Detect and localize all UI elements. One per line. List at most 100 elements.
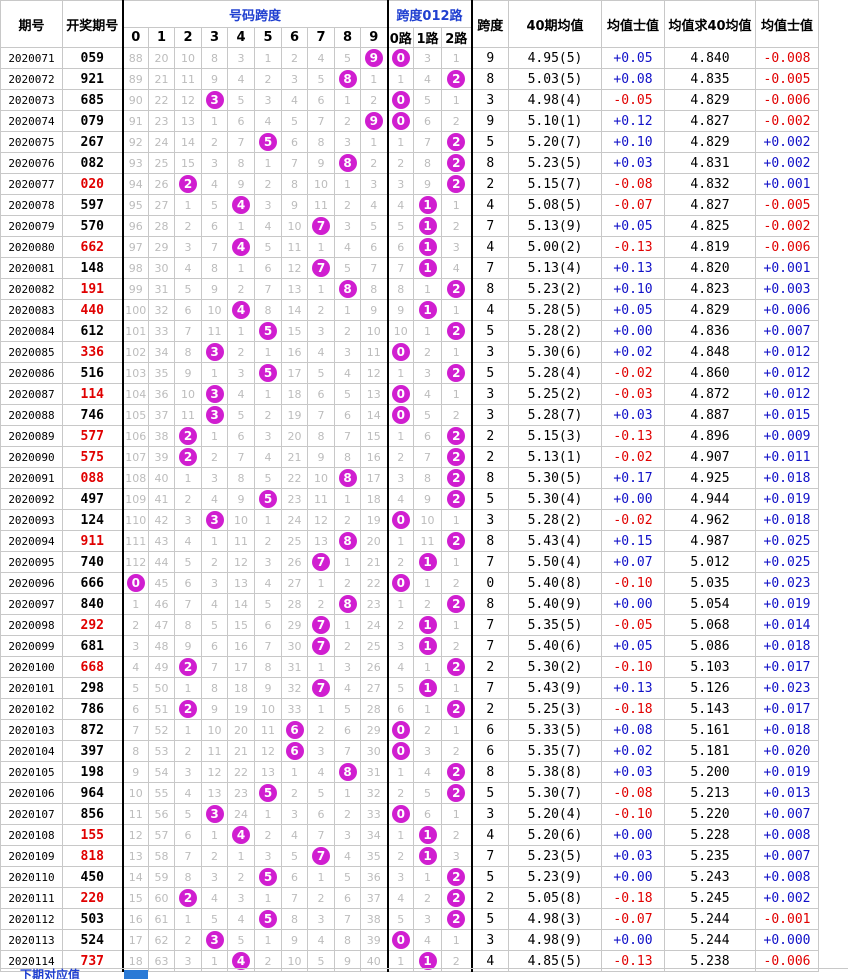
digit-span-cell: 24 <box>360 614 388 636</box>
deviation-cell: +0.08 <box>601 719 665 741</box>
digit-span-cell: 21 <box>281 446 308 468</box>
digit-span-cell: 4 <box>281 824 308 846</box>
route-cell: 10 <box>386 320 414 342</box>
draw-number-cell: 516 <box>62 362 123 384</box>
table-row: 2020076 082 93 25 15 3 8 1 7 9 8 2 2 8 2 8 5.23(5) +0.03 4… <box>0 152 819 174</box>
digit-span-cell: 9 <box>281 194 308 216</box>
hit-ball: 0 <box>391 511 410 529</box>
digit-span-cell: 9 <box>174 635 202 657</box>
digit-span-cell: 3 <box>201 152 228 174</box>
table-row: 2020075 267 92 24 14 2 7 5 6 8 3 1 1 7 2 5 5.20(7) +0.10 4… <box>0 131 819 153</box>
digit-span-cell: 5 <box>360 215 388 237</box>
digit-span-cell: 10 <box>360 320 388 342</box>
digit-span-cell: 3 <box>281 68 308 90</box>
digit-span-cell: 15 <box>174 152 202 174</box>
digit-span-cell: 5 <box>227 89 255 111</box>
digit-span-cell: 5 <box>307 782 335 804</box>
hit-ball: 7 <box>312 679 330 697</box>
table-row: 2020093 124 110 42 3 3 10 1 24 12 2 19 0 10 1 3 5.28(2) -… <box>0 509 819 531</box>
draw-number-cell: 267 <box>62 131 123 153</box>
avg40-cell: 5.40(9) <box>508 593 602 615</box>
avg40-cell: 5.30(5) <box>508 467 602 489</box>
digit-span-cell: 11 <box>307 194 335 216</box>
digit-span-cell: 54 <box>148 761 175 783</box>
digit-span-cell: 14 <box>121 866 149 888</box>
digit-span-cell: 13 <box>121 845 149 867</box>
draw-number-cell: 872 <box>62 719 123 741</box>
digit-span-cell: 4 <box>254 572 282 594</box>
digit-span-cell: 8 <box>174 866 202 888</box>
deviation-cell: +0.10 <box>601 131 665 153</box>
digit-span-cell: 8 <box>201 257 228 279</box>
span-cell: 7 <box>471 614 509 636</box>
avg-of-avg-cell: 5.126 <box>664 677 756 699</box>
deviation2-cell: -0.002 <box>755 215 819 237</box>
avg40-cell: 5.28(2) <box>508 320 602 342</box>
route-cell: 1 <box>441 803 473 825</box>
hit-ball: 4 <box>232 301 250 319</box>
digit-span-cell: 6 <box>307 89 335 111</box>
deviation-cell: -0.05 <box>601 89 665 111</box>
digit-span-cell: 6 <box>281 866 308 888</box>
digit-span-cell: 5 <box>254 236 282 258</box>
digit-span-cell: 1 <box>334 89 361 111</box>
period-cell: 2020109 <box>0 845 63 867</box>
period-cell: 2020087 <box>0 383 63 405</box>
avg40-cell: 5.20(4) <box>508 803 602 825</box>
route-cell: 8 <box>413 467 442 489</box>
digit-span-cell: 4 <box>201 173 228 195</box>
digit-span-cell: 1 <box>201 824 228 846</box>
digit-span-cell: 5 <box>254 131 282 153</box>
digit-span-cell: 10 <box>281 215 308 237</box>
digit-span-cell: 10 <box>201 299 228 321</box>
table-row: 2020106 964 10 55 4 13 23 5 2 5 1 32 2 5 2 5 5.30(7) -0.0… <box>0 782 819 804</box>
deviation2-cell: +0.000 <box>755 929 819 951</box>
digit-span-cell: 3 <box>334 824 361 846</box>
digit-span-cell: 6 <box>334 404 361 426</box>
route-cell: 2 <box>441 824 473 846</box>
avg-of-avg-cell: 5.244 <box>664 929 756 951</box>
table-row: 2020074 079 91 23 13 1 6 4 5 7 2 9 0 6 2 9 5.10(1) +0.12 4… <box>0 110 819 132</box>
digit-span-cell: 39 <box>360 929 388 951</box>
period-cell: 2020092 <box>0 488 63 510</box>
digit-span-cell: 20 <box>148 47 175 69</box>
route-cell: 2 <box>441 362 473 384</box>
route-cell: 2 <box>413 341 442 363</box>
hit-ball: 2 <box>447 490 466 508</box>
digit-span-cell: 3 <box>254 425 282 447</box>
digit-span-cell: 7 <box>174 845 202 867</box>
table-row: 2020072 921 89 21 11 9 4 2 3 5 8 1 1 4 2 8 5.03(5) +0.08 4… <box>0 68 819 90</box>
avg-of-avg-cell: 4.836 <box>664 320 756 342</box>
digit-span-cell: 5 <box>121 677 149 699</box>
span-cell: 2 <box>471 887 509 909</box>
hit-ball: 2 <box>447 175 466 193</box>
digit-span-cell: 7 <box>307 824 335 846</box>
table-row: 2020091 088 108 40 1 3 8 5 22 10 8 17 3 8 2 8 5.30(5) +0.… <box>0 467 819 489</box>
avg-of-avg-cell: 4.823 <box>664 278 756 300</box>
digit-span-cell: 3 <box>334 131 361 153</box>
deviation2-cell: +0.025 <box>755 551 819 573</box>
period-cell: 2020100 <box>0 656 63 678</box>
digit-span-cell: 1 <box>254 929 282 951</box>
period-cell: 2020089 <box>0 425 63 447</box>
digit-span-cell: 37 <box>360 887 388 909</box>
digit-span-cell: 19 <box>360 509 388 531</box>
digit-span-cell: 3 <box>254 89 282 111</box>
avg40-cell: 5.40(6) <box>508 635 602 657</box>
route-cell: 2 <box>386 782 414 804</box>
route-cell: 5 <box>386 215 414 237</box>
deviation-cell: -0.02 <box>601 446 665 468</box>
digit-span-cell: 105 <box>121 404 149 426</box>
route-cell: 2 <box>386 614 414 636</box>
deviation-cell: +0.15 <box>601 530 665 552</box>
digit-span-cell: 4 <box>281 89 308 111</box>
cursor-box[interactable] <box>124 970 148 979</box>
hit-ball: 2 <box>447 658 466 676</box>
digit-span-cell: 6 <box>334 887 361 909</box>
digit-span-cell: 4 <box>227 194 255 216</box>
table-row: 2020078 597 95 27 1 5 4 3 9 11 2 4 4 1 1 4 5.08(5) -0.07 4… <box>0 194 819 216</box>
header-digit-4: 4 <box>227 27 255 48</box>
digit-span-cell: 2 <box>254 404 282 426</box>
header-digit-0: 0 <box>121 27 149 48</box>
avg-of-avg-cell: 5.035 <box>664 572 756 594</box>
